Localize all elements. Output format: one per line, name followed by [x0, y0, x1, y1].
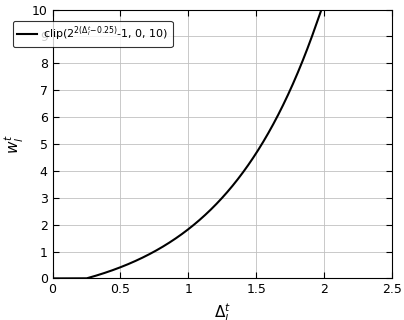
- Legend: clip(2$^{2(\Delta_l^t{-}0.25)}$-1, 0, 10): clip(2$^{2(\Delta_l^t{-}0.25)}$-1, 0, 10…: [13, 20, 173, 47]
- clip(2$^{2(\Delta_l^t{-}0.25)}$-1, 0, 10): [389, 8, 394, 12]
- X-axis label: $\Delta_l^t$: $\Delta_l^t$: [214, 302, 231, 320]
- clip(2$^{2(\Delta_l^t{-}0.25)}$-1, 0, 10): [380, 8, 385, 12]
- clip(2$^{2(\Delta_l^t{-}0.25)}$-1, 0, 10): [319, 8, 324, 12]
- Y-axis label: $w_l^t$: $w_l^t$: [3, 134, 26, 154]
- clip(2$^{2(\Delta_l^t{-}0.25)}$-1, 0, 10): [317, 12, 322, 16]
- clip(2$^{2(\Delta_l^t{-}0.25)}$-1, 0, 10): [67, 276, 72, 280]
- clip(2$^{2(\Delta_l^t{-}0.25)}$-1, 0, 10): [380, 8, 385, 12]
- Line: clip(2$^{2(\Delta_l^t{-}0.25)}$-1, 0, 10): clip(2$^{2(\Delta_l^t{-}0.25)}$-1, 0, 10…: [53, 10, 392, 278]
- clip(2$^{2(\Delta_l^t{-}0.25)}$-1, 0, 10): [50, 276, 55, 280]
- clip(2$^{2(\Delta_l^t{-}0.25)}$-1, 0, 10): [206, 210, 211, 214]
- clip(2$^{2(\Delta_l^t{-}0.25)}$-1, 0, 10): [215, 201, 220, 204]
